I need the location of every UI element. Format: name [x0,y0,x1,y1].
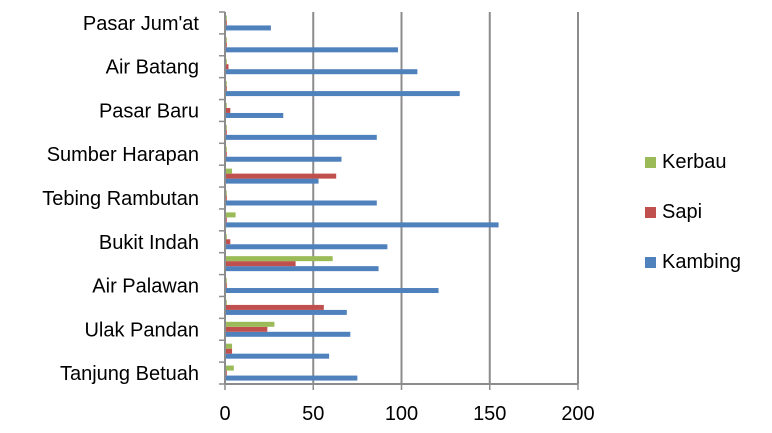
category-label: Tebing Rambutan [42,188,199,210]
category-label: Pasar Jum'at [83,13,200,35]
legend: Kerbau Sapi Kambing [645,151,741,273]
category-labels: Tanjung Betuah Ulak Pandan Air Palawan Buki… [42,13,199,385]
legend-label-sapi: Sapi [662,201,702,223]
axes [219,11,578,385]
bar-kambing-10 [225,156,342,162]
bar-sapi-12 [225,107,231,113]
bar-kambing-0 [225,375,358,381]
bar-kerbau-1 [225,343,233,349]
x-tick-label: 150 [473,403,506,425]
category-label: Air Batang [106,57,199,79]
category-label: Pasar Baru [99,100,199,122]
category-label: Sumber Harapan [47,144,199,166]
bar-sapi-1 [225,348,233,354]
bar-kambing-14 [225,69,418,75]
bar-kambing-5 [225,266,379,272]
bar-kambing-9 [225,178,319,184]
bar-kerbau-5 [225,256,333,262]
bar-kambing-8 [225,200,377,206]
legend-label-kambing: Kambing [662,251,741,273]
bar-sapi-2 [225,326,268,332]
x-tick-labels: 0 50 100 150 200 [219,403,594,425]
x-tick-label: 100 [385,403,418,425]
x-tick-label: 200 [561,403,594,425]
bar-kerbau-9 [225,168,233,174]
bar-kerbau-0 [225,365,234,371]
bar-kambing-2 [225,331,351,337]
legend-swatch-kambing [645,257,656,268]
category-label: Air Palawan [92,276,199,298]
bar-kerbau-7 [225,212,236,218]
bar-sapi-9 [225,173,337,179]
bar-kambing-4 [225,288,439,294]
bar-kambing-15 [225,47,398,53]
bar-sapi-14 [225,64,229,70]
bar-sapi-5 [225,261,296,267]
bar-kambing-3 [225,309,347,315]
bar-kerbau-2 [225,321,275,327]
bars [225,15,499,381]
bar-sapi-3 [225,304,324,310]
bar-kambing-1 [225,353,330,359]
bar-kambing-12 [225,112,284,118]
legend-swatch-sapi [645,207,656,218]
category-label: Ulak Pandan [84,319,199,341]
x-tick-label: 0 [219,403,230,425]
bar-sapi-6 [225,239,231,245]
category-label: Tanjung Betuah [60,363,199,385]
bar-kambing-6 [225,244,388,250]
x-tick-label: 50 [302,403,324,425]
bar-kambing-13 [225,91,460,97]
bar-kambing-16 [225,25,271,31]
legend-label-kerbau: Kerbau [662,151,727,173]
bar-kambing-11 [225,134,377,140]
category-label: Bukit Indah [99,232,199,254]
bar-kambing-7 [225,222,499,228]
legend-swatch-kerbau [645,157,656,168]
